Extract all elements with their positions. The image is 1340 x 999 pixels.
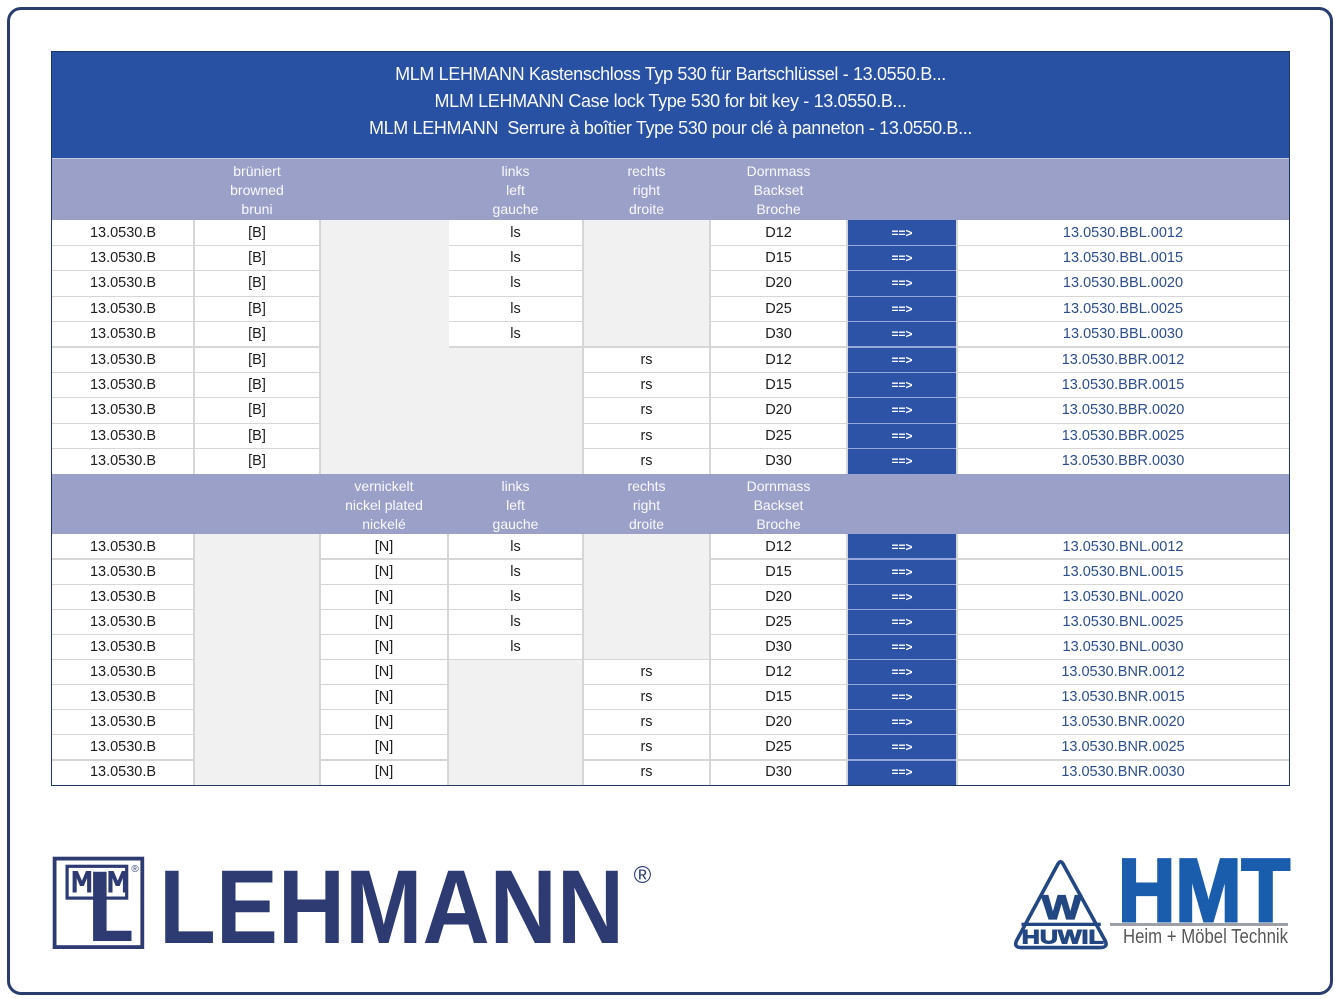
- svg-text:Heim + Möbel Technik: Heim + Möbel Technik: [1123, 926, 1289, 948]
- svg-text:W: W: [1041, 889, 1082, 927]
- svg-text:HMT: HMT: [1118, 850, 1290, 940]
- svg-text:®: ®: [634, 862, 652, 889]
- svg-text:LEHMANN: LEHMANN: [159, 850, 624, 960]
- svg-text:®: ®: [131, 864, 139, 875]
- svg-text:HUWIL: HUWIL: [1022, 927, 1104, 949]
